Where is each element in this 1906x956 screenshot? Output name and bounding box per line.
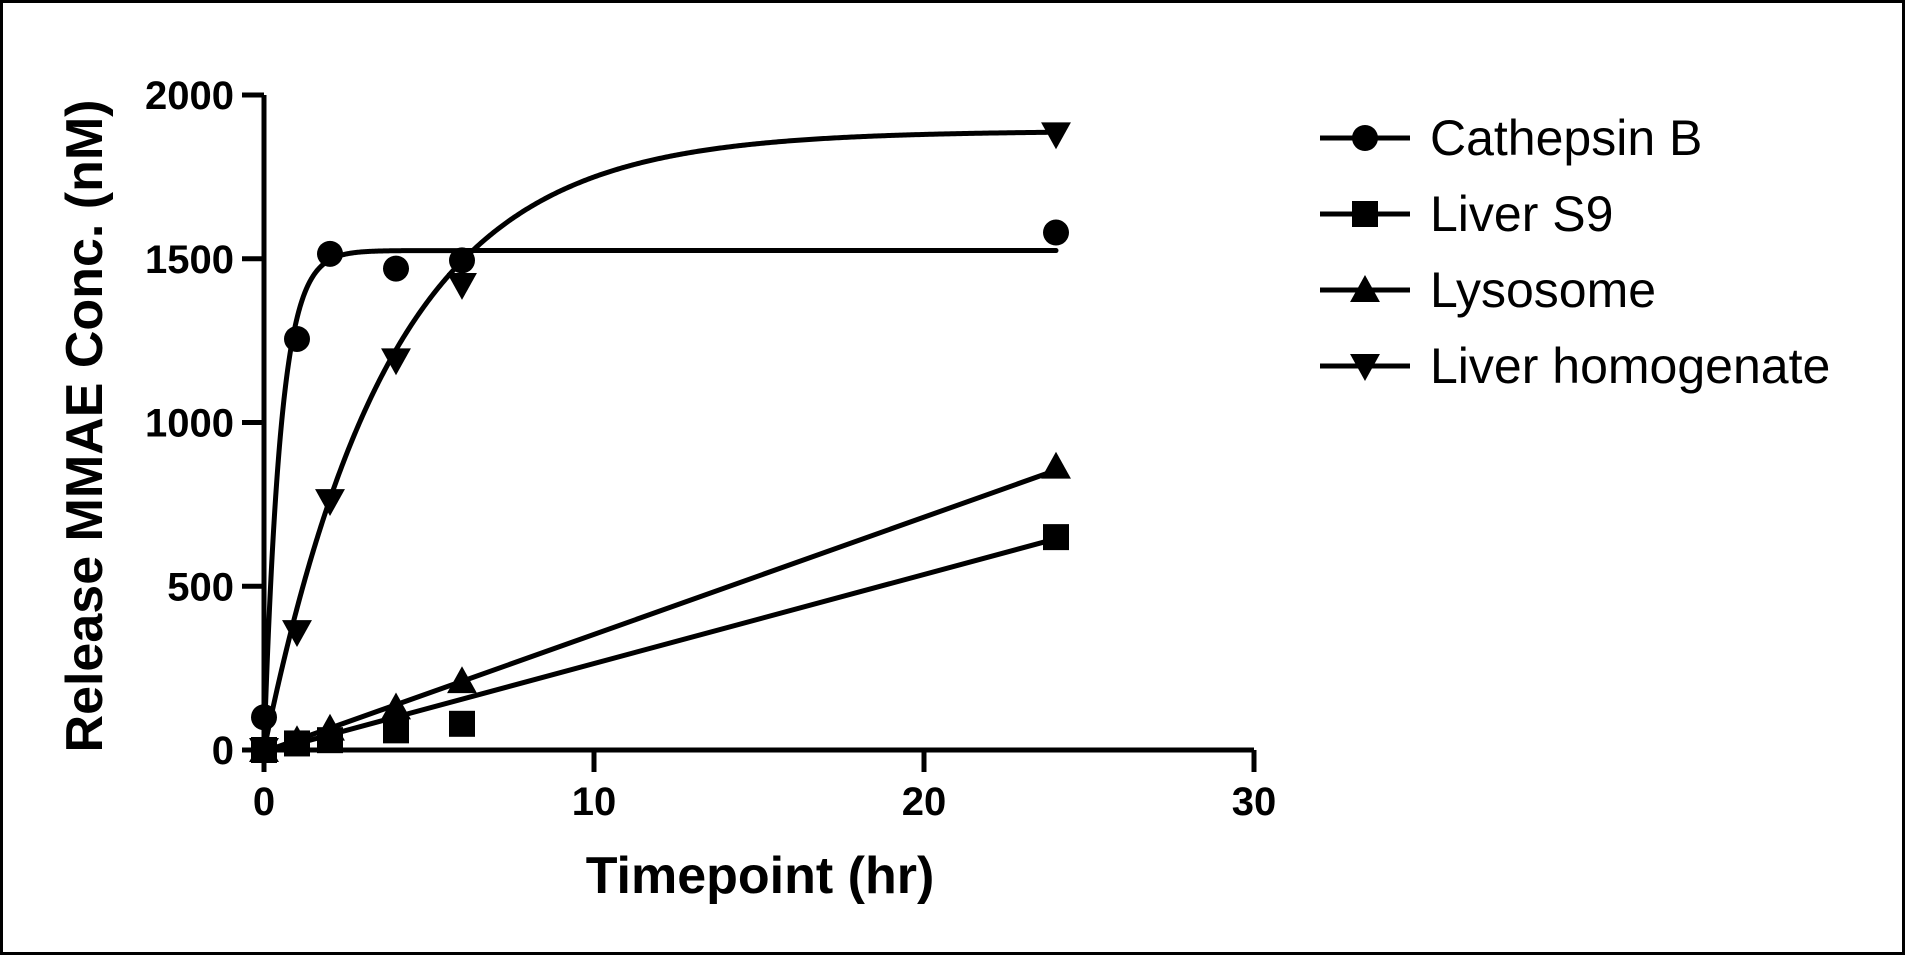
legend-marker [1352,201,1378,227]
y-tick-label: 0 [212,729,234,773]
data-point [449,247,475,274]
data-point [284,325,310,352]
legend-label: Liver S9 [1430,186,1613,242]
y-tick-label: 500 [167,565,234,609]
data-point [1041,122,1071,150]
data-point [1043,524,1069,551]
data-point [317,240,343,267]
data-point [381,692,411,720]
axes: 0 500 1000 1500 2000 0 10 20 30 [145,74,1276,824]
data-point [1043,219,1069,246]
data-point [383,717,409,744]
fit-line [261,248,1059,753]
legend-marker [1350,275,1380,302]
data-point [381,348,411,376]
legend-label: Cathepsin B [1430,110,1702,166]
data-point [449,710,475,737]
x-axis-title: Timepoint (hr) [586,847,935,905]
legend-marker [1352,125,1378,151]
y-ticks: 0 500 1000 1500 2000 [145,74,264,773]
fit-line [261,129,1059,753]
x-tick-label: 10 [572,780,617,824]
data-point [282,620,312,648]
legend-label: Lysosome [1430,262,1656,318]
data-point [315,713,345,741]
legend-marker [1350,354,1380,381]
fit-lines [261,129,1059,753]
data-point [1041,451,1071,479]
data-point [447,272,477,300]
y-tick-label: 1500 [145,238,234,282]
x-tick-label: 30 [1232,780,1277,824]
y-tick-label: 2000 [145,74,234,118]
data-point [315,489,345,517]
legend-label: Liver homogenate [1430,338,1830,394]
y-axis-title: Release MMAE Conc. (nM) [56,100,114,753]
data-point [447,666,477,694]
data-point [282,725,312,753]
x-ticks: 0 10 20 30 [253,750,1276,824]
y-tick-label: 1000 [145,402,234,446]
x-tick-label: 0 [253,780,275,824]
x-tick-label: 20 [902,780,947,824]
data-points [249,122,1071,765]
data-point [383,255,409,282]
legend: Cathepsin B Liver S9 Lysosome Liver homogen… [1320,110,1830,394]
fit-line [266,467,1059,753]
